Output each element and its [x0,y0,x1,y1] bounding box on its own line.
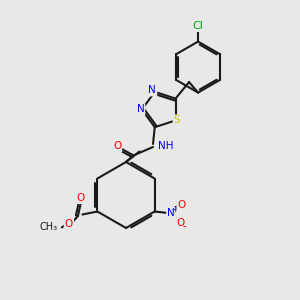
Text: O: O [113,141,121,152]
Text: O: O [65,219,73,230]
Text: O: O [77,193,85,203]
Text: +: + [171,205,178,214]
Text: S: S [174,116,180,125]
Text: NH: NH [158,140,174,151]
Text: N: N [148,85,156,95]
Text: O: O [176,218,184,229]
Text: O: O [178,200,186,211]
Text: CH₃: CH₃ [40,222,58,233]
Text: N: N [136,104,144,115]
Text: N: N [167,208,175,218]
Text: -: - [182,221,186,231]
Text: Cl: Cl [193,21,203,31]
